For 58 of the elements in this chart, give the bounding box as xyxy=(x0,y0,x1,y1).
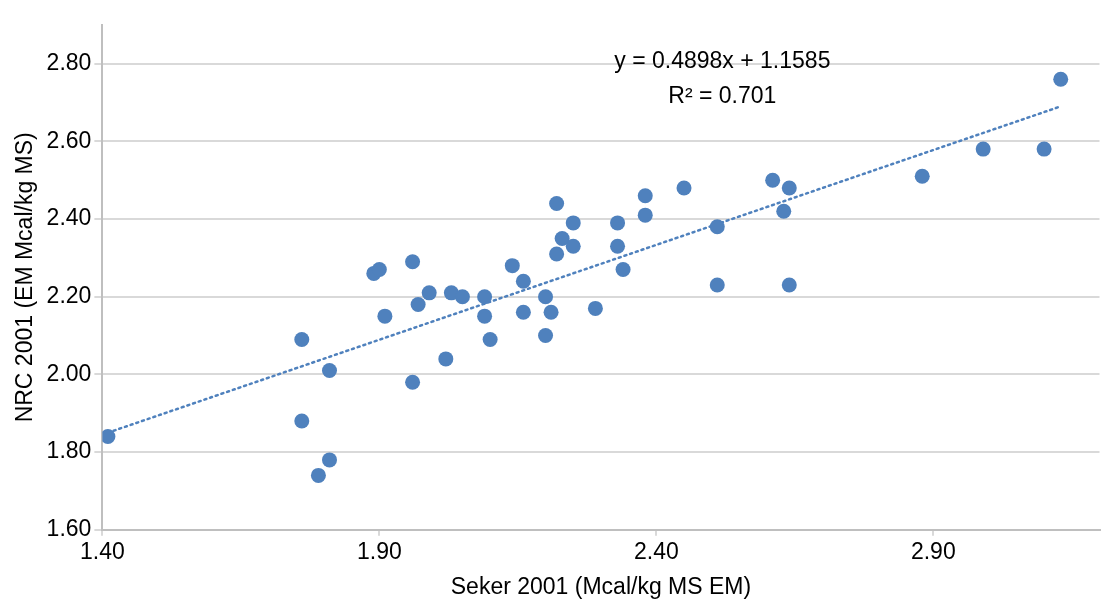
point xyxy=(294,331,310,347)
point xyxy=(102,429,116,445)
point xyxy=(504,258,520,274)
point xyxy=(549,246,565,262)
point xyxy=(543,304,559,320)
y-axis-title: NRC 2001 (EM Mcal/kg MS) xyxy=(11,132,38,423)
point xyxy=(482,331,498,347)
point xyxy=(781,277,797,293)
point xyxy=(1036,141,1052,157)
point xyxy=(776,203,792,219)
point xyxy=(709,277,725,293)
x-axis-title: Seker 2001 (Mcal/kg MS EM) xyxy=(450,572,752,599)
point xyxy=(538,328,554,344)
point xyxy=(321,452,337,468)
point xyxy=(549,195,565,211)
point xyxy=(781,180,797,196)
point xyxy=(610,215,626,231)
point xyxy=(371,262,387,278)
y-tick-label: 1.80 xyxy=(46,437,92,464)
point xyxy=(477,289,493,305)
point xyxy=(637,188,653,204)
y-tick-label: 2.00 xyxy=(46,359,92,386)
x-tick-label: 1.90 xyxy=(356,537,402,564)
point xyxy=(587,300,603,316)
point xyxy=(405,254,421,270)
point xyxy=(515,273,531,289)
point xyxy=(377,308,393,324)
point xyxy=(410,296,426,312)
point xyxy=(515,304,531,320)
point xyxy=(565,238,581,254)
y-tick-label: 2.40 xyxy=(46,204,92,231)
x-tick-label: 2.90 xyxy=(910,537,956,564)
y-tick-label: 2.20 xyxy=(46,282,92,309)
annotation: R² = 0.701 xyxy=(668,82,777,109)
annotation: y = 0.4898x + 1.1585 xyxy=(614,47,831,74)
point xyxy=(454,289,470,305)
point xyxy=(477,308,493,324)
point xyxy=(637,207,653,223)
y-tick-label: 2.80 xyxy=(46,48,92,75)
point xyxy=(975,141,991,157)
point xyxy=(554,230,570,246)
point xyxy=(421,285,437,301)
point xyxy=(538,289,554,305)
point xyxy=(615,262,631,278)
point xyxy=(438,351,454,367)
y-tick-label: 2.60 xyxy=(46,126,92,153)
point xyxy=(914,168,930,184)
point xyxy=(1053,71,1069,87)
point xyxy=(676,180,692,196)
point xyxy=(610,238,626,254)
point xyxy=(294,413,310,429)
point xyxy=(709,219,725,235)
point xyxy=(310,467,326,483)
point xyxy=(405,374,421,390)
x-tick-label: 2.40 xyxy=(633,537,679,564)
point xyxy=(765,172,781,188)
point xyxy=(565,215,581,231)
point xyxy=(321,363,337,379)
